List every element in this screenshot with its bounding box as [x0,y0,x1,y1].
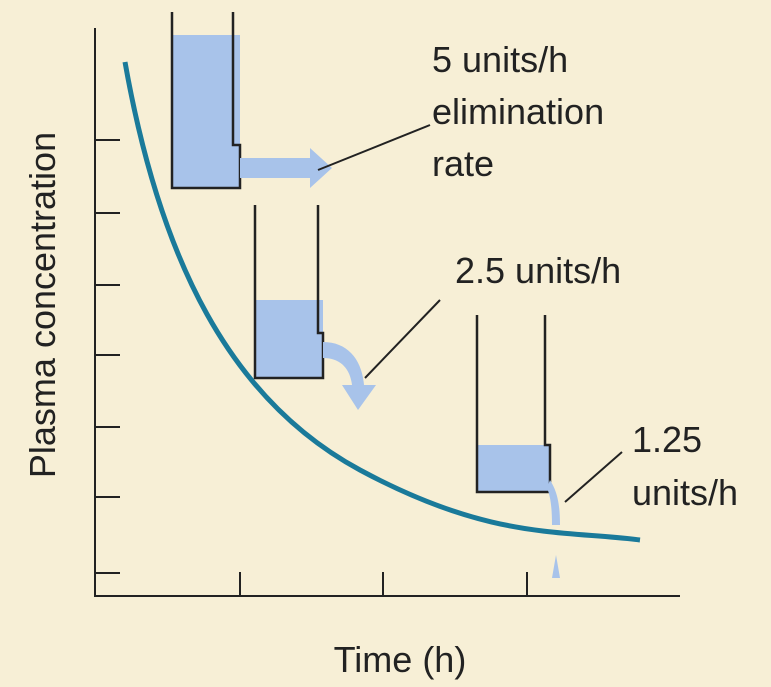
x-axis-label: Time (h) [334,639,467,680]
annotation-text: 1.25 [632,419,702,460]
annotation-text: 5 units/h [432,39,568,80]
background [0,0,771,687]
annotation-text: rate [432,143,494,184]
annotation-text: units/h [632,472,738,513]
y-axis-label: Plasma concentration [22,132,63,478]
annotation-text: 2.5 units/h [455,250,621,291]
annotation-text: elimination [432,91,604,132]
diagram: 5 units/h elimination rate 2.5 units/h 1… [0,0,771,687]
